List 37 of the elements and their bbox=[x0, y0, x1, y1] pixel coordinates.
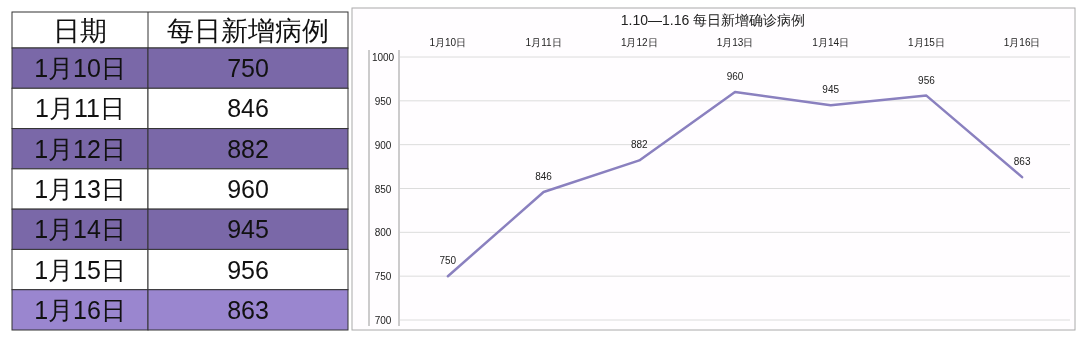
data-label: 750 bbox=[439, 255, 457, 267]
y-tick-label: 700 bbox=[374, 315, 392, 326]
data-label: 863 bbox=[227, 295, 269, 324]
data-label: 945 bbox=[822, 84, 840, 96]
data-label: 846 bbox=[535, 171, 553, 183]
data-label: 882 bbox=[630, 139, 649, 151]
y-tick-label: 1000 bbox=[371, 52, 395, 63]
category-label: 1月11日 bbox=[35, 94, 125, 123]
text: 日期 bbox=[53, 16, 107, 46]
x-tick-label: 1月16日 bbox=[1003, 37, 1041, 48]
x-tick-label: 1月12日 bbox=[620, 37, 658, 48]
category-label: 1月15日 bbox=[34, 255, 126, 284]
x-tick-label: 1月10日 bbox=[429, 37, 467, 48]
data-label: 846 bbox=[227, 94, 269, 123]
chart-title: 1.10—1.16 每日新增确诊病例 bbox=[620, 12, 806, 28]
x-tick-label: 1月15日 bbox=[908, 37, 945, 48]
data-label: 750 bbox=[227, 54, 269, 83]
text: 每日新增病例 bbox=[167, 16, 329, 46]
x-tick-label: 1月14日 bbox=[812, 37, 850, 48]
y-tick-label: 800 bbox=[374, 227, 392, 239]
x-tick-label: 1月13日 bbox=[716, 37, 754, 48]
y-tick-label: 900 bbox=[374, 139, 392, 151]
data-label: 882 bbox=[227, 134, 269, 163]
data-label: 863 bbox=[1013, 156, 1031, 168]
category-label: 1月13日 bbox=[34, 175, 126, 203]
y-tick-label: 750 bbox=[374, 271, 392, 283]
x-tick-label: 1月11日 bbox=[525, 37, 562, 48]
data-label: 960 bbox=[726, 71, 744, 83]
data-label: 956 bbox=[918, 74, 936, 86]
data-label: 945 bbox=[227, 215, 269, 244]
category-label: 1月12日 bbox=[34, 134, 126, 163]
data-label: 960 bbox=[227, 175, 269, 203]
category-label: 1月14日 bbox=[34, 215, 126, 244]
data-label: 956 bbox=[227, 255, 269, 284]
category-label: 1月16日 bbox=[34, 295, 126, 324]
y-tick-label: 850 bbox=[374, 183, 392, 195]
y-tick-label: 950 bbox=[374, 95, 392, 107]
